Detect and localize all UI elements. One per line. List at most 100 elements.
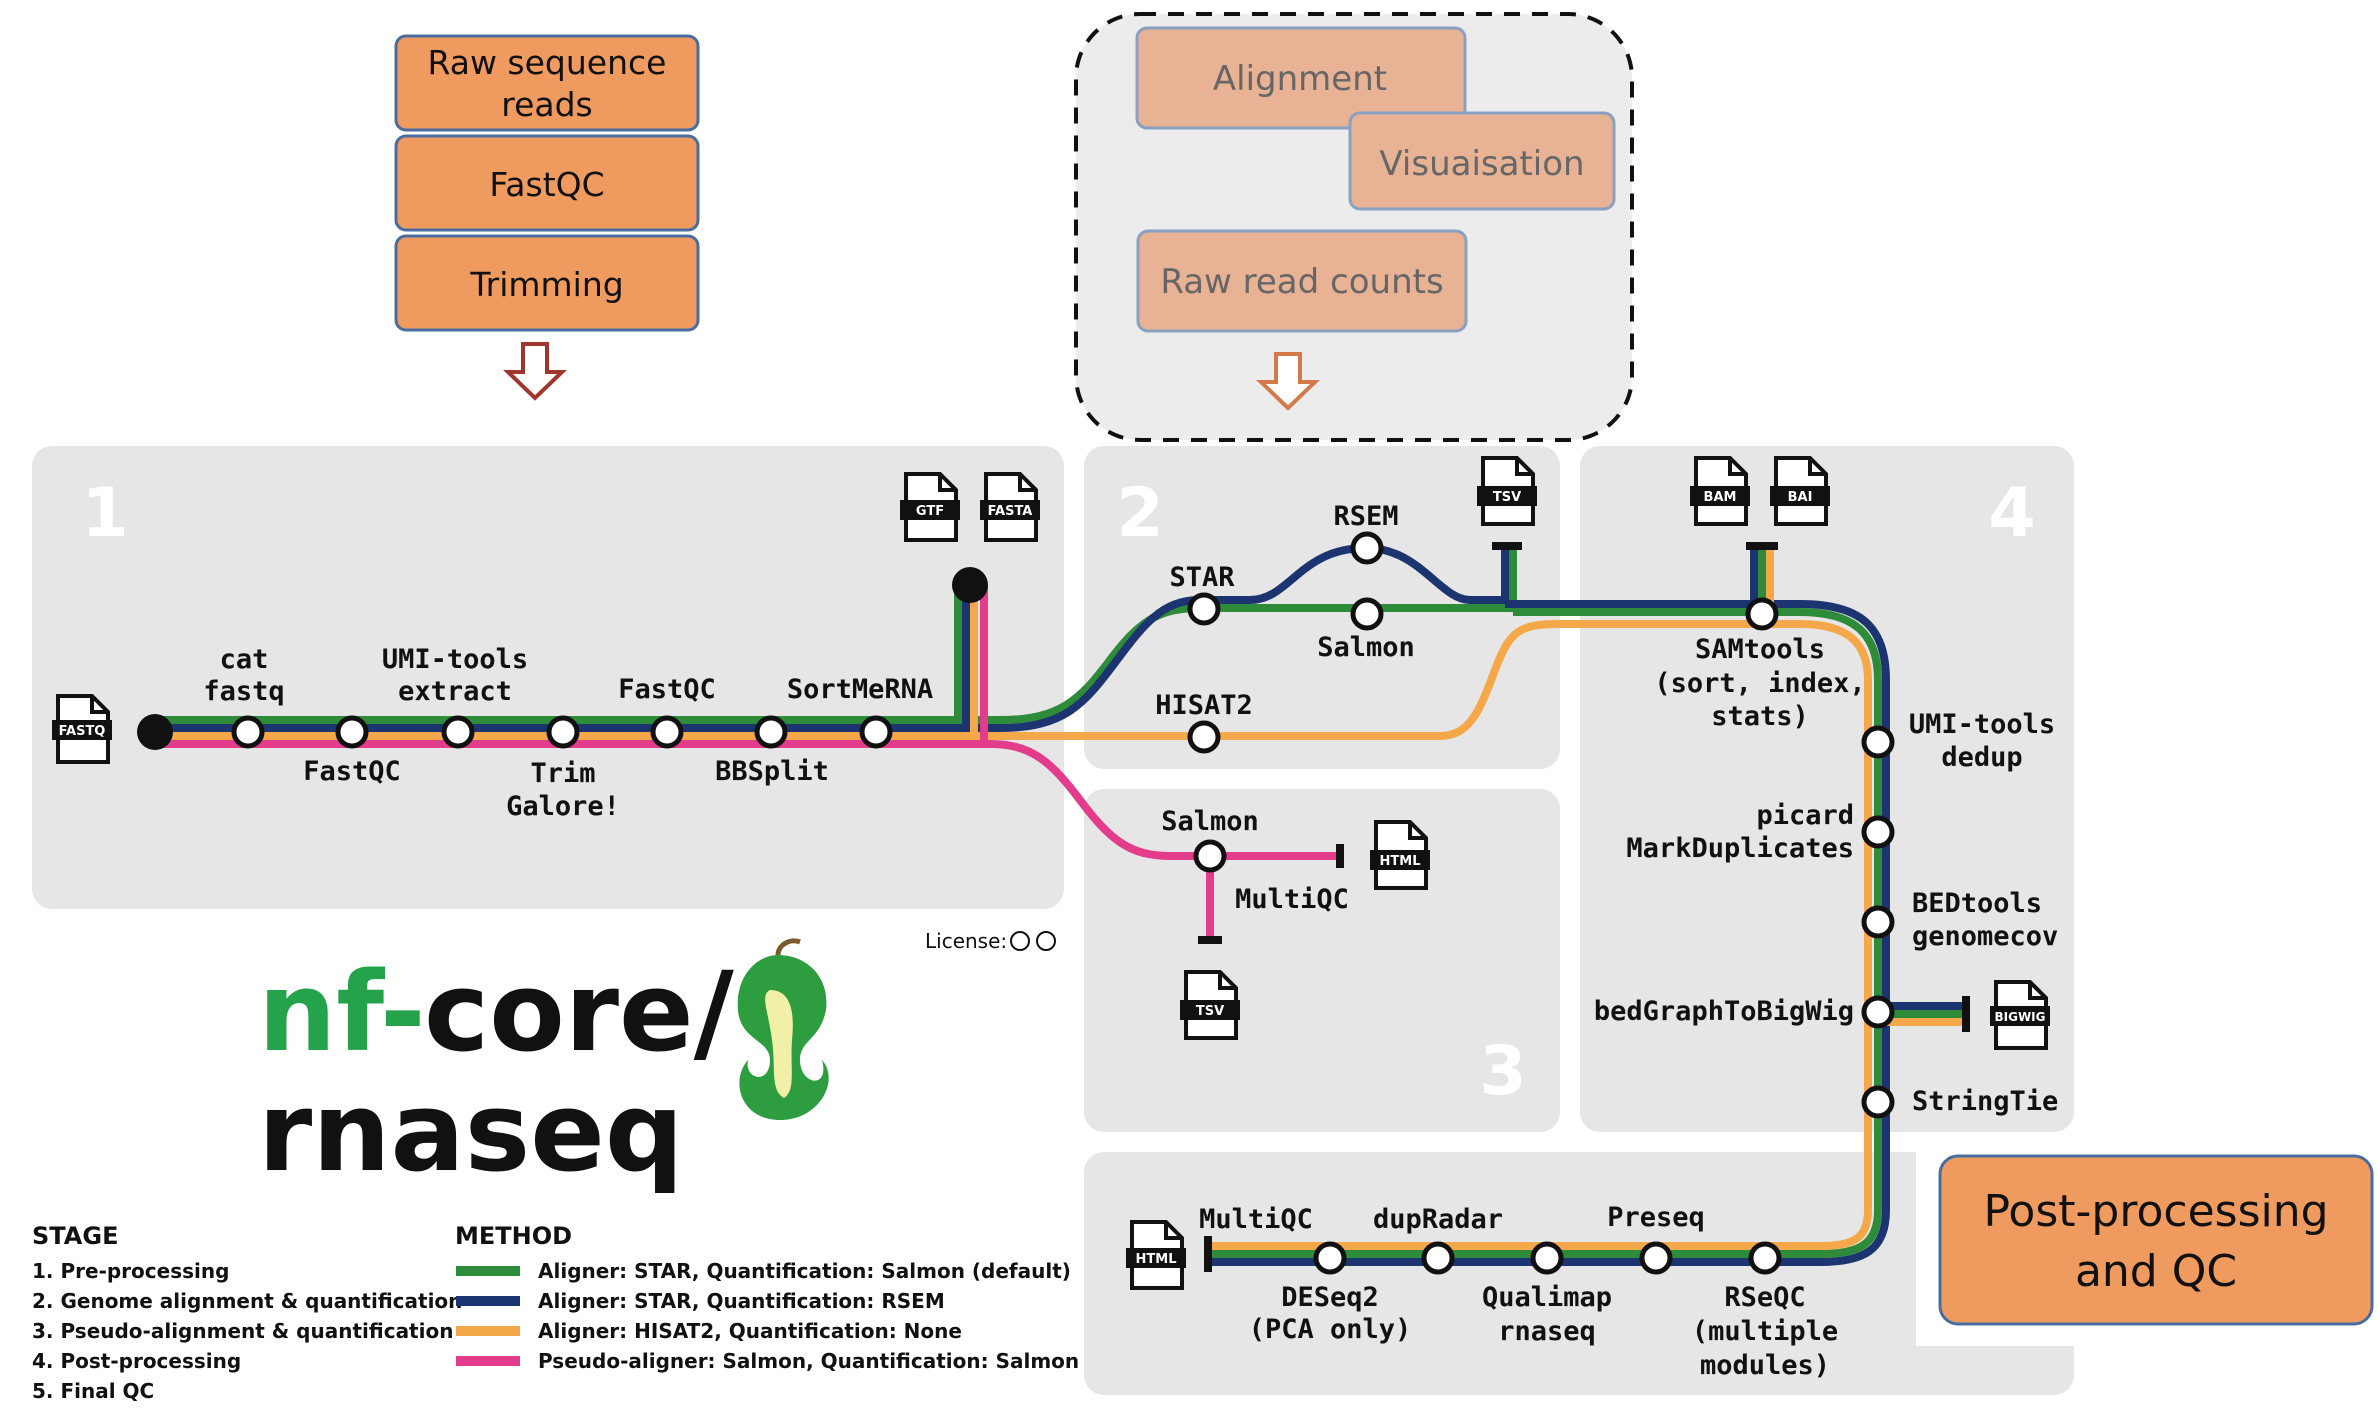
legend-method-3: Aligner: HISAT2, Quantification: None [538,1319,962,1343]
box-trimming [394,234,700,332]
legend-stage-title: STAGE [32,1222,118,1250]
logo-nf: nf [258,948,385,1076]
label-salmon-pseudo: Salmon [1161,806,1259,837]
dashed-group: Alignment Visuaisation Raw read counts [1074,12,1634,442]
cc-icon [1010,931,1030,951]
station-fastqc [335,715,369,749]
legend-stage-5: 5. Final QC [32,1379,154,1403]
legend-stage-3: 3. Pseudo-alignment & quantification [32,1319,453,1343]
label-umi-extract-1: UMI-tools [382,644,528,675]
label-samtools-3: stats) [1711,701,1809,732]
label-rseqc-1: RSeQC [1724,1282,1805,1313]
top-left-box-group: Raw sequence reads FastQC Trimming [394,34,700,401]
label-rseqc-3: modules) [1700,1350,1830,1381]
label-umi-extract-2: extract [398,676,512,707]
box-visualisation [1348,111,1616,211]
logo-dash: - [380,948,426,1076]
file-fasta-icon: FASTA [980,472,1040,542]
box-alignment [1135,26,1467,130]
label-dupradar: dupRadar [1373,1204,1503,1235]
box-raw-reads-line2: reads [501,85,593,124]
legend-methods: Aligner: STAR, Quantification: Salmon (d… [456,1259,1079,1373]
label-bbsplit: BBSplit [715,756,829,787]
label-salmon: Salmon [1317,632,1415,663]
file-html-final-icon: HTML [1126,1220,1186,1290]
label-deseq-1: DESeq2 [1281,1282,1379,1313]
svg-text:BAM: BAM [1704,490,1737,505]
station-hisat2 [1187,720,1221,754]
svg-text:GTF: GTF [916,504,944,519]
svg-text:HTML: HTML [1136,1252,1177,1267]
stations [231,531,1895,1275]
station-rseqc [1748,1241,1782,1275]
file-html-salmon-icon: HTML [1370,820,1430,890]
station-cat-fastq [231,715,265,749]
svg-text:BIGWIG: BIGWIG [1994,1010,2045,1024]
label-samtools-2: (sort, index, [1654,668,1865,699]
label-bedtools-1: BEDtools [1912,888,2042,919]
box-raw-counts-label: Raw read counts [1160,262,1443,302]
label-samtools-1: SAMtools [1695,634,1825,665]
label-trim-1: Trim [530,758,595,789]
pink-branch [989,740,1338,860]
panel-preprocessing [32,446,1064,909]
svg-text:FASTA: FASTA [988,504,1033,519]
legend-stage-2: 2. Genome alignment & quantification [32,1289,462,1313]
label-qualimap-1: Qualimap [1482,1282,1612,1313]
legend-stage-1: 1. Pre-processing [32,1259,229,1283]
label-stringtie: StringTie [1912,1086,2058,1117]
legend-stage-4: 4. Post-processing [32,1349,241,1373]
label-deseq-2: (PCA only) [1249,1314,1412,1345]
box-fastqc-label: FastQC [489,165,604,204]
station-dupradar [1421,1241,1455,1275]
station-samtools [1745,597,1779,631]
svg-text:FASTQ: FASTQ [59,724,106,739]
by-icon [1036,931,1056,951]
station-umi-extract [441,715,475,749]
hisat2-line [1000,620,1760,740]
label-umi-dedup-2: dedup [1941,742,2022,773]
station-bbsplit [754,715,788,749]
label-umi-dedup-1: UMI-tools [1909,709,2055,740]
label-picard-2: MarkDuplicates [1626,833,1854,864]
start-terminus [137,714,173,750]
label-cat-fastq-1: cat [220,644,269,675]
box-raw-reads [394,34,700,132]
station-trim-galore [546,715,580,749]
label-bedtools-2: genomecov [1912,921,2058,952]
panel-number-3: 3 [1479,1032,1526,1111]
svg-text:TSV: TSV [1196,1004,1224,1019]
box-visualisation-label: Visuaisation [1379,144,1584,184]
label-rseqc-2: (multiple [1692,1316,1838,1347]
file-gtf-icon: GTF [900,472,960,542]
box-trimming-label: Trimming [469,265,623,304]
star-navy-line [999,543,1509,732]
panel-number-2: 2 [1116,474,1163,553]
label-fastqc-2: FastQC [618,674,716,705]
panel-number-4: 4 [1988,474,2035,553]
file-fastq-icon: FASTQ [52,694,112,764]
label-rsem: RSEM [1333,501,1398,532]
reference-terminus [952,567,988,603]
station-salmon-pseudo [1193,839,1227,873]
panel-final-qc [1084,1152,2074,1395]
logo-core: core/ [424,948,735,1076]
label-fastqc: FastQC [303,756,401,787]
file-bam-icon: BAM [1690,456,1750,526]
label-picard-1: picard [1756,800,1854,831]
apple-core-icon [737,938,829,1120]
legend: STAGE 1. Pre-processing 2. Genome alignm… [32,1222,1079,1403]
station-sortmerna [859,715,893,749]
label-multiqc-pseudo: MultiQC [1235,884,1349,915]
label-hisat2: HISAT2 [1155,690,1253,721]
box-raw-reads-line1: Raw sequence [428,43,667,82]
label-trim-2: Galore! [506,791,620,822]
legend-method-title: METHOD [455,1222,572,1250]
station-picard [1861,815,1895,849]
nf-core-logo: nf - core/ rnaseq [258,938,829,1196]
panel-pseudo-alignment [1084,789,1560,1132]
post-box-line2: and QC [2075,1246,2237,1297]
station-fastqc-2 [650,715,684,749]
legend-method-2: Aligner: STAR, Quantification: RSEM [538,1289,945,1313]
label-preseq: Preseq [1607,1202,1705,1233]
